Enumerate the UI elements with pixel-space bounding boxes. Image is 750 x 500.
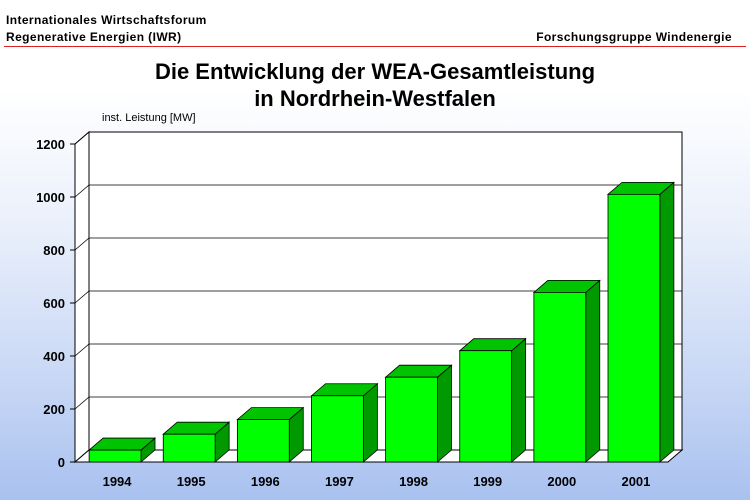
x-tick-label: 2000 — [547, 474, 576, 489]
x-tick-label: 2001 — [621, 474, 650, 489]
x-tick-label: 1996 — [251, 474, 280, 489]
y-tick-label: 400 — [43, 349, 65, 364]
bar-side — [511, 337, 527, 463]
bar — [88, 437, 157, 463]
y-tick-label: 600 — [43, 296, 65, 311]
bar-front — [533, 291, 587, 463]
gridline — [74, 237, 682, 251]
x-tick-label: 1998 — [399, 474, 428, 489]
y-tick-label: 200 — [43, 402, 65, 417]
bar — [162, 421, 231, 463]
org-name-line1: Internationales Wirtschaftsforum — [6, 13, 207, 27]
bar-side — [362, 382, 378, 463]
bar-side — [437, 364, 452, 463]
header-divider — [4, 46, 746, 47]
bar-side — [659, 181, 675, 463]
bar-front — [385, 376, 438, 463]
chart-subtitle: in Nordrhein-Westfalen — [254, 86, 496, 111]
chart-title-block: Die Entwicklung der WEA-Gesamtleistung i… — [0, 58, 750, 112]
gridline — [74, 131, 682, 145]
bar — [606, 181, 675, 463]
y-tick-label: 1200 — [36, 137, 65, 152]
x-tick-label: 1997 — [325, 474, 354, 489]
x-tick-label: 1994 — [103, 474, 133, 489]
bar-front — [162, 433, 216, 463]
bar-side — [585, 279, 601, 463]
gridline — [74, 184, 682, 198]
chart-title: Die Entwicklung der WEA-Gesamtleistung — [154, 59, 596, 84]
gridline — [74, 290, 682, 304]
x-tick-labels: 1994 1995 1996 1997 1998 1999 2000 2001 — [103, 474, 651, 489]
bar-front — [607, 193, 661, 463]
x-tick-label: 1995 — [177, 474, 206, 489]
research-group-label: Forschungsgruppe Windenergie — [536, 30, 732, 44]
bar-front — [311, 395, 364, 463]
chart-bars — [88, 181, 675, 463]
y-tick-label: 800 — [43, 243, 65, 258]
bar-front — [88, 449, 142, 463]
bar — [532, 279, 601, 463]
bar — [310, 382, 379, 463]
y-axis-label: inst. Leistung [MW] — [102, 112, 196, 124]
y-tick-label: 1000 — [36, 190, 65, 205]
x-tick-label: 1999 — [473, 474, 502, 489]
org-name-line2: Regenerative Energien (IWR) — [6, 30, 182, 44]
bar-front — [236, 419, 290, 463]
bar-front — [459, 350, 513, 463]
bar — [458, 337, 527, 463]
bar — [236, 406, 305, 463]
bar — [384, 364, 453, 463]
y-tick-labels: 0 200 400 600 800 1000 1200 — [36, 137, 75, 470]
y-tick-label: 0 — [58, 455, 65, 470]
